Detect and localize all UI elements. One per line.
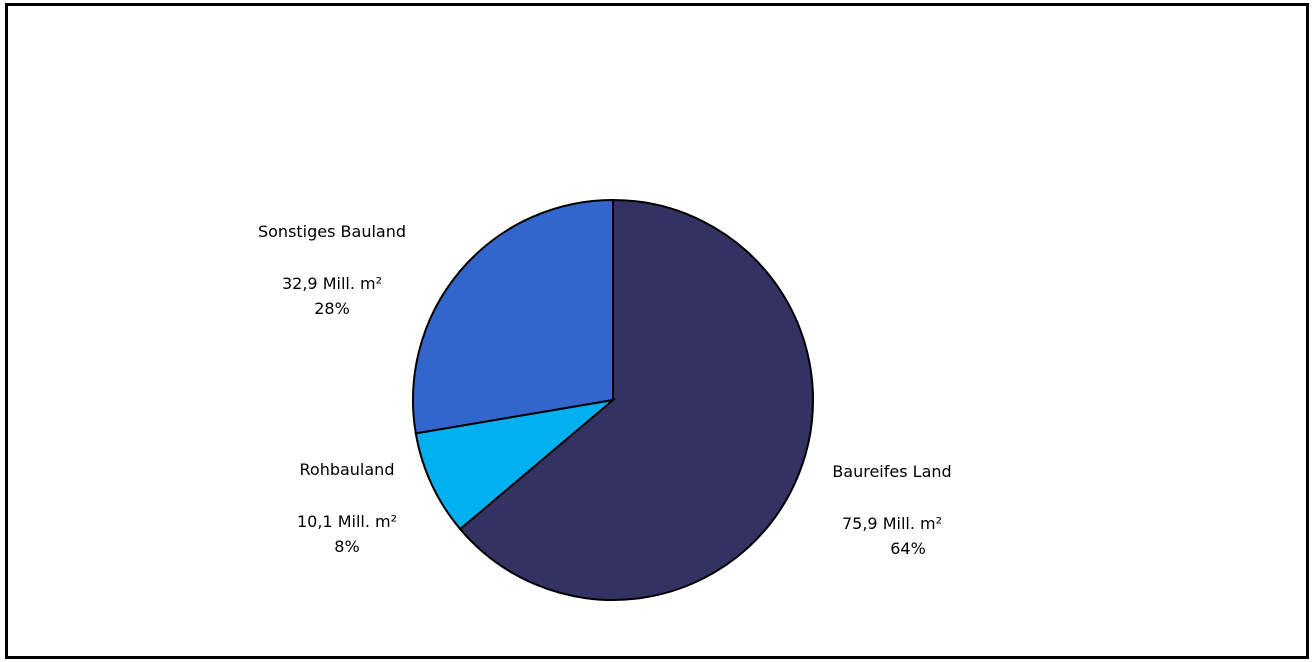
slice-label-sonstiges-bauland: Sonstiges Bauland — [258, 222, 406, 241]
slice-value-rohbauland: 10,1 Mill. m² — [297, 512, 397, 531]
slice-label-baureifes-land: Baureifes Land — [832, 462, 951, 481]
pie-slice-baureifes-land — [458, 198, 814, 601]
slice-value-sonstiges-bauland: 32,9 Mill. m² — [282, 274, 382, 293]
slice-label-rohbauland: Rohbauland — [300, 460, 395, 479]
pie-slice-rohbauland — [414, 398, 617, 531]
slice-value-baureifes-land: 75,9 Mill. m² — [842, 514, 942, 533]
slice-percent-rohbauland: 8% — [334, 537, 359, 556]
pie-slices — [412, 198, 814, 601]
slice-percent-sonstiges-bauland: 28% — [314, 299, 350, 318]
pie-slice-sonstiges-bauland — [412, 198, 614, 435]
slice-percent-baureifes-land: 64% — [890, 539, 926, 558]
